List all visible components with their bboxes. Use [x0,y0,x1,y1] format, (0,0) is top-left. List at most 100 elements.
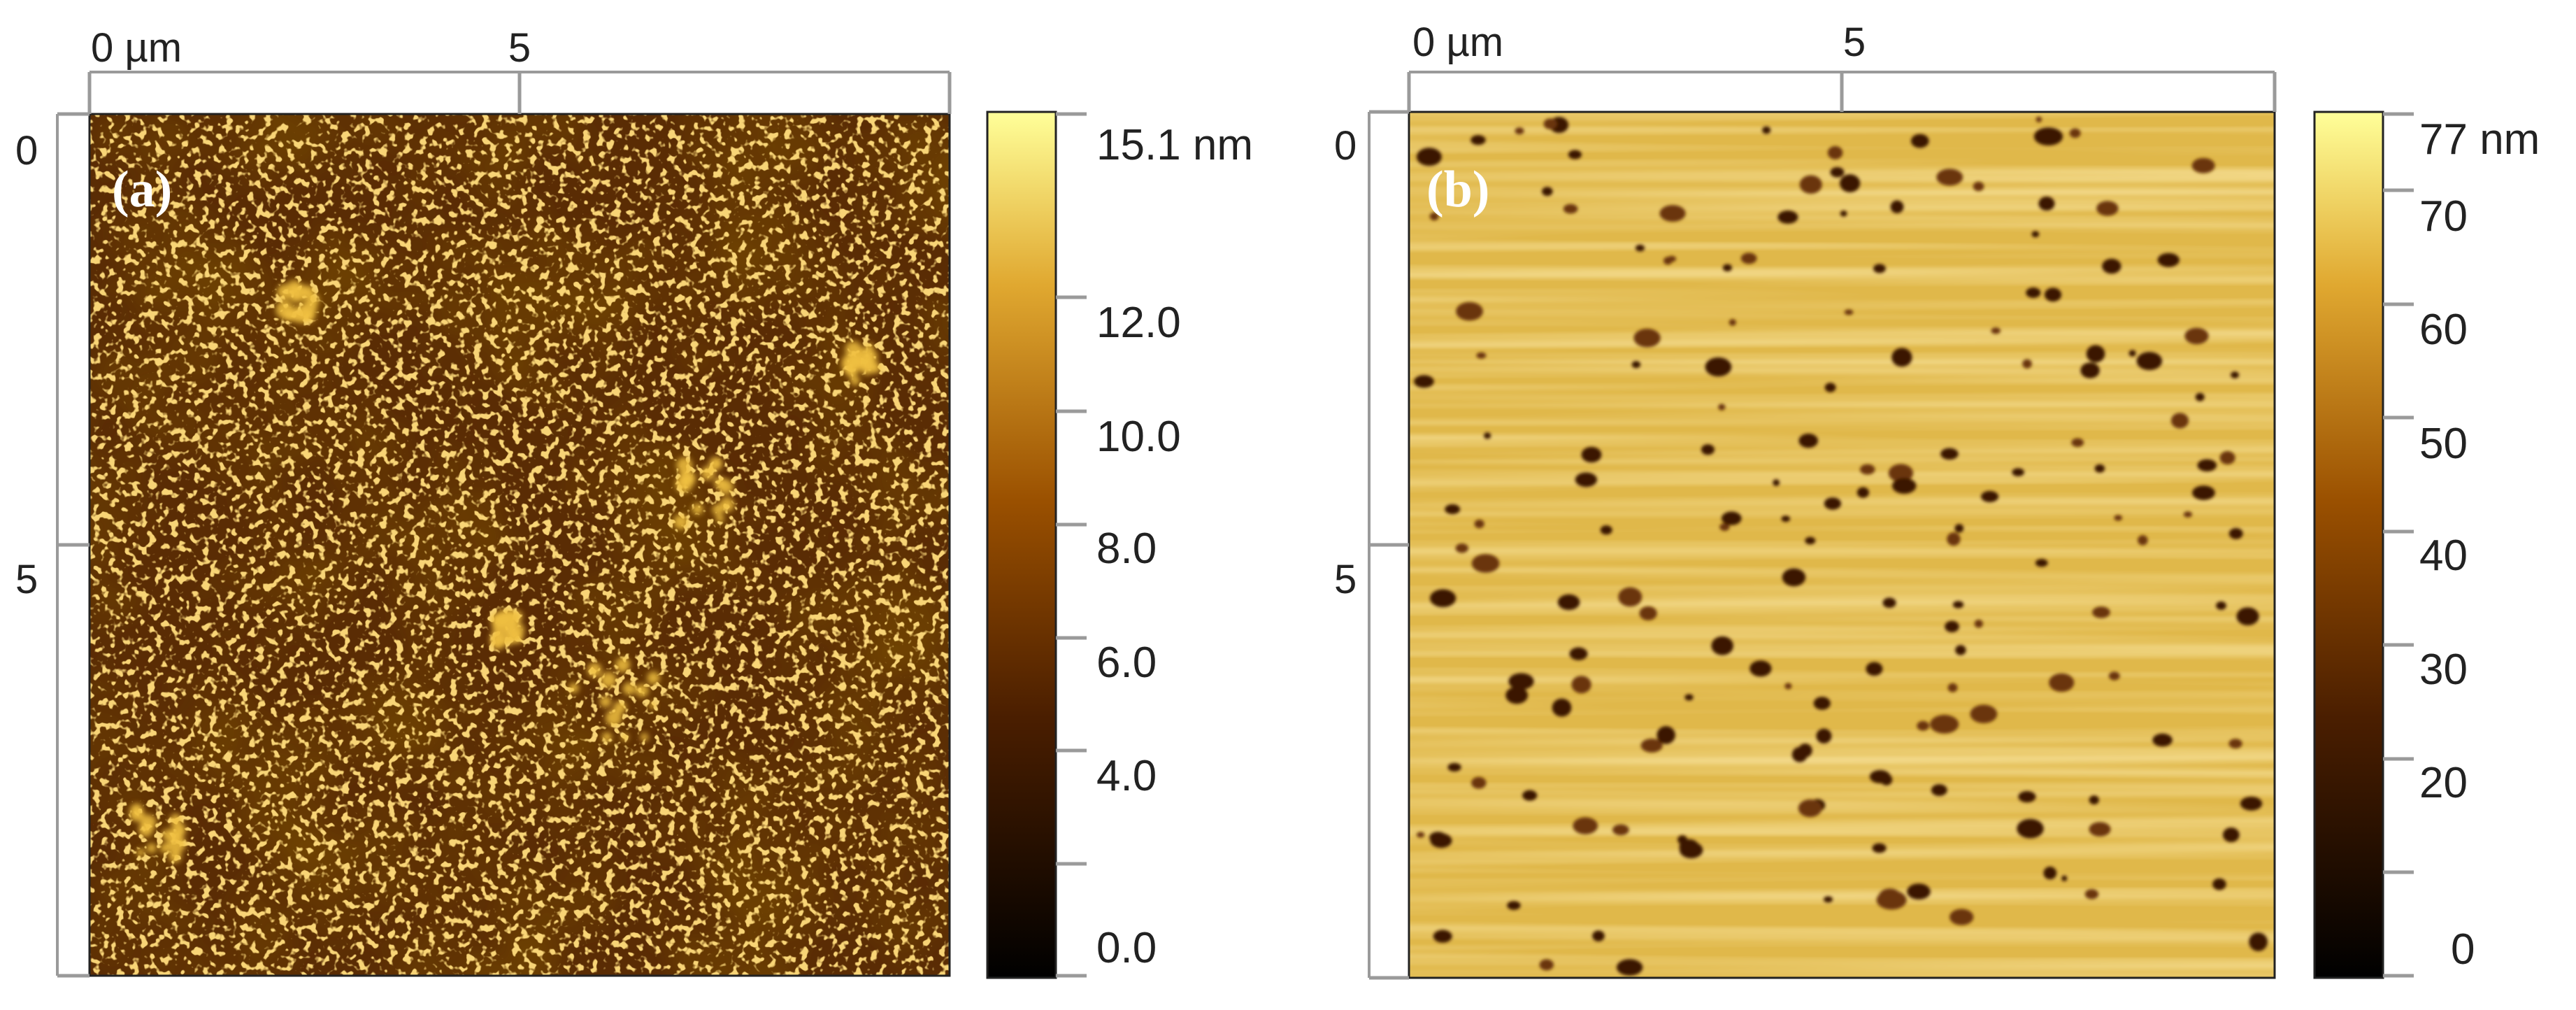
afm-pit [1416,148,1442,166]
afm-pit [2136,352,2163,371]
afm-pit [1631,361,1641,369]
afm-pit [1656,726,1675,744]
afm-bright-grain [159,842,171,853]
afm-pit [2031,231,2040,238]
afm-pit [1471,554,1500,573]
afm-pit [1600,525,1612,535]
afm-pit [2191,157,2215,173]
afm-pit [2114,515,2123,521]
afm-pit [1973,181,1984,192]
afm-pit [1455,543,1468,553]
afm-pit [1563,204,1578,214]
afm-pit [1416,832,1425,838]
afm-bright-grain [292,286,301,295]
afm-bright-grain [130,803,143,817]
afm-pit [1484,432,1491,439]
afm-bright-grain [635,684,649,697]
afm-pit [1936,169,1963,186]
afm-bright-grain [720,497,735,512]
afm-pit [2184,327,2209,345]
afm-pit [1515,127,1524,135]
afm-pit [1840,210,1847,217]
panel-label-a: (a) [112,161,172,218]
afm-pit [2249,932,2268,951]
scale-top-label-a: 15.1 nm [1096,121,1253,169]
afm-pit [2212,878,2226,890]
afm-bright-grain [713,457,722,467]
afm-pit [1917,720,1930,731]
scale-label-40-b: 40 [2419,532,2468,580]
afm-pit [1433,930,1452,943]
afm-pit [2197,459,2217,472]
afm-pit [2017,818,2044,839]
afm-bright-grain [640,733,649,741]
afm-pit [2128,350,2136,357]
afm-pit [1476,352,1487,359]
afm-bright-grain [169,850,182,863]
afm-bright-grain [568,683,579,693]
afm-bright-grain [715,514,724,523]
afm-pit [1878,888,1901,906]
afm-pit [1635,244,1645,252]
afm-pit [2195,392,2205,401]
afm-bright-grain [717,479,734,495]
afm-pit [2084,889,2099,899]
color-scale-ticks-a [1056,112,1087,978]
afm-pit [1447,762,1461,772]
afm-pit [2236,607,2259,626]
afm-image-a [90,114,950,976]
x-tick-label-5-b: 5 [1843,20,1866,65]
afm-bright-grain [647,671,660,685]
afm-pit [1799,175,1822,194]
afm-pit [1859,464,1875,475]
afm-pit [2102,258,2121,274]
y-tick-label-0-b: 0 [1334,123,1357,169]
afm-pit [2089,822,2111,837]
panel-a: 0 µm 5 0 5 (a) 15.1 nm 12.0 10.0 8.0 6.0… [15,25,1253,979]
afm-pit [2022,359,2032,369]
afm-pit [1612,824,1629,836]
afm-bright-grain [146,843,157,853]
afm-pit [2092,606,2110,618]
afm-pit [2012,468,2024,476]
afm-image-b [1409,112,2275,978]
afm-pit [1474,519,1484,529]
afm-pit [1777,210,1798,224]
afm-bright-grain [846,367,857,378]
afm-pit [2198,485,2210,497]
afm-bright-grain [489,631,506,646]
afm-pit [2219,451,2235,465]
afm-pit [1890,200,1904,213]
afm-bright-grain [587,662,602,677]
scale-label-4-a: 4.0 [1096,752,1157,800]
afm-bright-grain [621,733,629,741]
afm-pit [1711,636,1733,655]
scale-label-20-b: 20 [2419,759,2468,807]
afm-pit [1784,683,1792,690]
afm-pit [1571,676,1591,694]
afm-bright-grain [140,814,157,831]
afm-pit [2043,867,2057,880]
scale-label-50-b: 50 [2419,420,2468,468]
afm-pit [1718,404,1726,411]
color-scale-bar-a [986,111,1057,979]
afm-pits-b [1414,116,2268,976]
afm-pit [1740,252,1757,264]
afm-pit [1813,697,1831,710]
afm-pit [1991,327,2001,334]
afm-pit [2222,827,2240,843]
scale-label-10-a: 10.0 [1096,413,1181,461]
afm-pit [1569,647,1588,660]
afm-pit [2228,739,2242,748]
afm-pit [1947,532,1961,546]
y-tick-label-5-b: 5 [1334,557,1357,602]
afm-pit [2096,201,2119,216]
afm-pit [2108,671,2120,681]
afm-pit [2018,791,2036,803]
afm-pit [1456,301,1483,321]
afm-pit [1782,568,1806,587]
afm-pit [1791,746,1808,762]
afm-bright-grain [692,503,703,515]
afm-pit [2183,511,2192,518]
